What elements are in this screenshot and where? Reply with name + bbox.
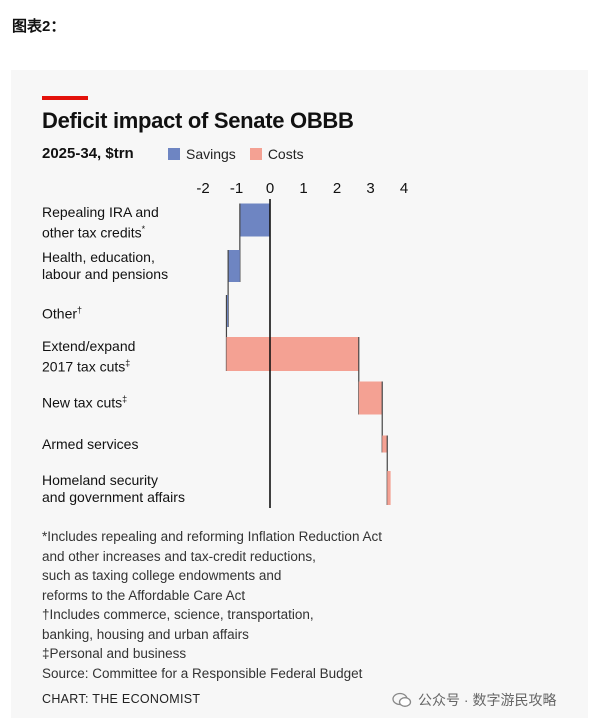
footnote-line: and other increases and tax-credit reduc… <box>42 548 316 564</box>
legend-label-savings: Savings <box>186 146 236 162</box>
wechat-text: 公众号 · 数字游民攻略 <box>418 692 557 708</box>
chart-subtitle: 2025-34, $trn <box>42 145 134 162</box>
footnote-line: †Includes commerce, science, transportat… <box>42 607 314 622</box>
footnote-line: reforms to the Affordable Care Act <box>42 587 246 603</box>
wechat-watermark: 公众号 · 数字游民攻略 <box>392 690 556 710</box>
waterfall-bar <box>228 250 240 282</box>
chart-title: Deficit impact of Senate OBBB <box>42 108 354 133</box>
footnote-line: banking, housing and urban affairs <box>42 626 249 642</box>
waterfall-bar <box>226 337 359 371</box>
footnote-line: Source: Committee for a Responsible Fede… <box>42 665 363 681</box>
footnote-line: *Includes repealing and reforming Inflat… <box>42 529 382 544</box>
x-tick-label: -2 <box>196 180 209 197</box>
x-tick-label: 4 <box>400 180 408 197</box>
x-tick-label: 2 <box>333 180 341 197</box>
x-tick-label: 0 <box>266 180 274 197</box>
waterfall-bar <box>358 381 383 415</box>
footnotes: *Includes repealing and reforming Inflat… <box>42 527 382 683</box>
x-tick-label: 3 <box>366 180 374 197</box>
x-tick-label: -1 <box>230 180 243 197</box>
category-label: Health, education, labour and pensions <box>42 249 169 282</box>
header-label: 图表2： <box>12 18 66 35</box>
x-tick-label: 1 <box>299 180 307 197</box>
waterfall-bar <box>226 295 229 327</box>
footnote-line: ‡Personal and business <box>42 646 187 661</box>
wechat-icon <box>392 692 412 707</box>
waterfall-bar <box>382 435 388 453</box>
chart-card <box>11 70 588 718</box>
legend: Savings Costs <box>168 146 318 162</box>
legend-item-costs: Costs <box>249 146 304 162</box>
waterfall-bar <box>387 471 391 505</box>
category-label: Other† <box>42 305 83 322</box>
source-credit: CHART: THE ECONOMIST <box>42 692 201 706</box>
category-label: Extend/expand 2017 tax cuts‡ <box>42 338 136 375</box>
category-label: Repealing IRA and other tax credits* <box>42 204 159 241</box>
category-label: Armed services <box>42 436 139 452</box>
legend-item-savings: Savings <box>168 146 236 162</box>
legend-swatch-costs <box>249 148 262 160</box>
legend-label-costs: Costs <box>267 146 304 162</box>
footnote-line: such as taxing college endowments and <box>42 568 282 583</box>
legend-swatch-savings <box>168 148 180 160</box>
waterfall-bar <box>239 203 270 237</box>
category-label: New tax cuts‡ <box>42 394 128 411</box>
accent-bar <box>42 96 88 100</box>
category-label: Homeland security and government affairs <box>42 472 185 505</box>
